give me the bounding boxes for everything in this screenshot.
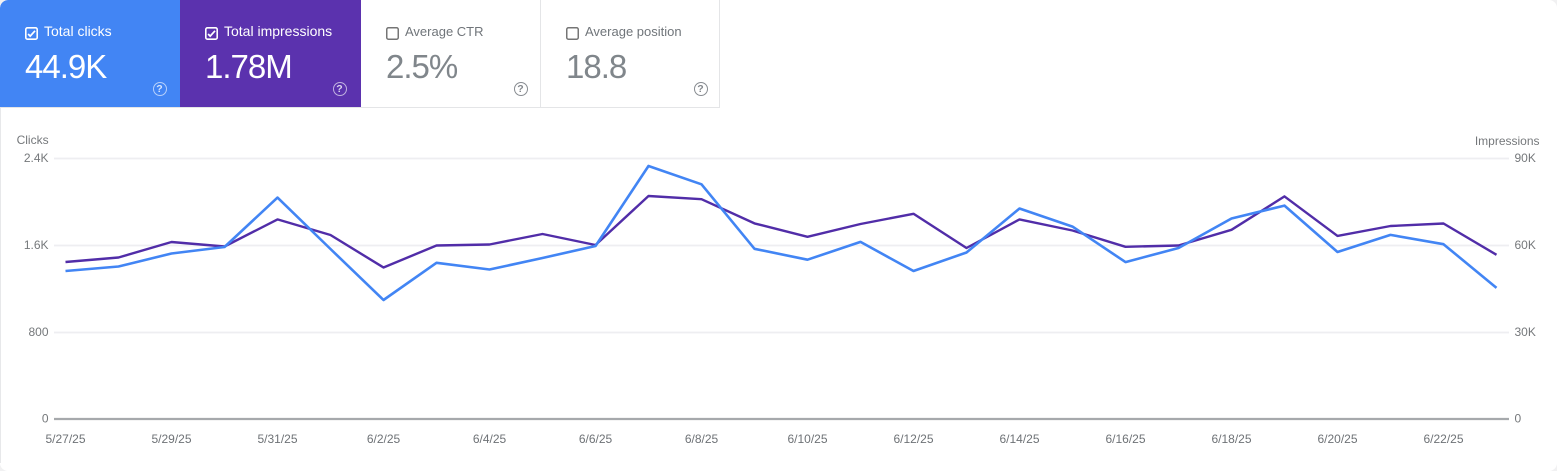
- svg-text:6/2/25: 6/2/25: [367, 432, 401, 446]
- svg-text:6/22/25: 6/22/25: [1423, 432, 1463, 446]
- svg-text:Impressions: Impressions: [1475, 134, 1540, 148]
- svg-text:60K: 60K: [1515, 238, 1536, 252]
- svg-text:90K: 90K: [1515, 151, 1536, 165]
- svg-text:30K: 30K: [1515, 325, 1536, 339]
- svg-text:6/16/25: 6/16/25: [1105, 432, 1145, 446]
- svg-text:6/12/25: 6/12/25: [893, 432, 933, 446]
- svg-text:Clicks: Clicks: [17, 133, 49, 147]
- svg-text:0: 0: [1515, 412, 1522, 426]
- svg-text:6/10/25: 6/10/25: [787, 432, 827, 446]
- svg-text:6/20/25: 6/20/25: [1317, 432, 1357, 446]
- svg-text:2.4K: 2.4K: [24, 151, 49, 165]
- svg-text:6/14/25: 6/14/25: [999, 432, 1039, 446]
- svg-text:0: 0: [42, 412, 49, 426]
- svg-text:6/18/25: 6/18/25: [1211, 432, 1251, 446]
- svg-text:6/8/25: 6/8/25: [685, 432, 719, 446]
- svg-text:6/4/25: 6/4/25: [473, 432, 507, 446]
- svg-text:5/29/25: 5/29/25: [151, 432, 191, 446]
- svg-text:5/31/25: 5/31/25: [257, 432, 297, 446]
- svg-text:800: 800: [28, 325, 48, 339]
- svg-text:6/6/25: 6/6/25: [579, 432, 613, 446]
- svg-text:5/27/25: 5/27/25: [45, 432, 85, 446]
- svg-text:1.6K: 1.6K: [24, 238, 49, 252]
